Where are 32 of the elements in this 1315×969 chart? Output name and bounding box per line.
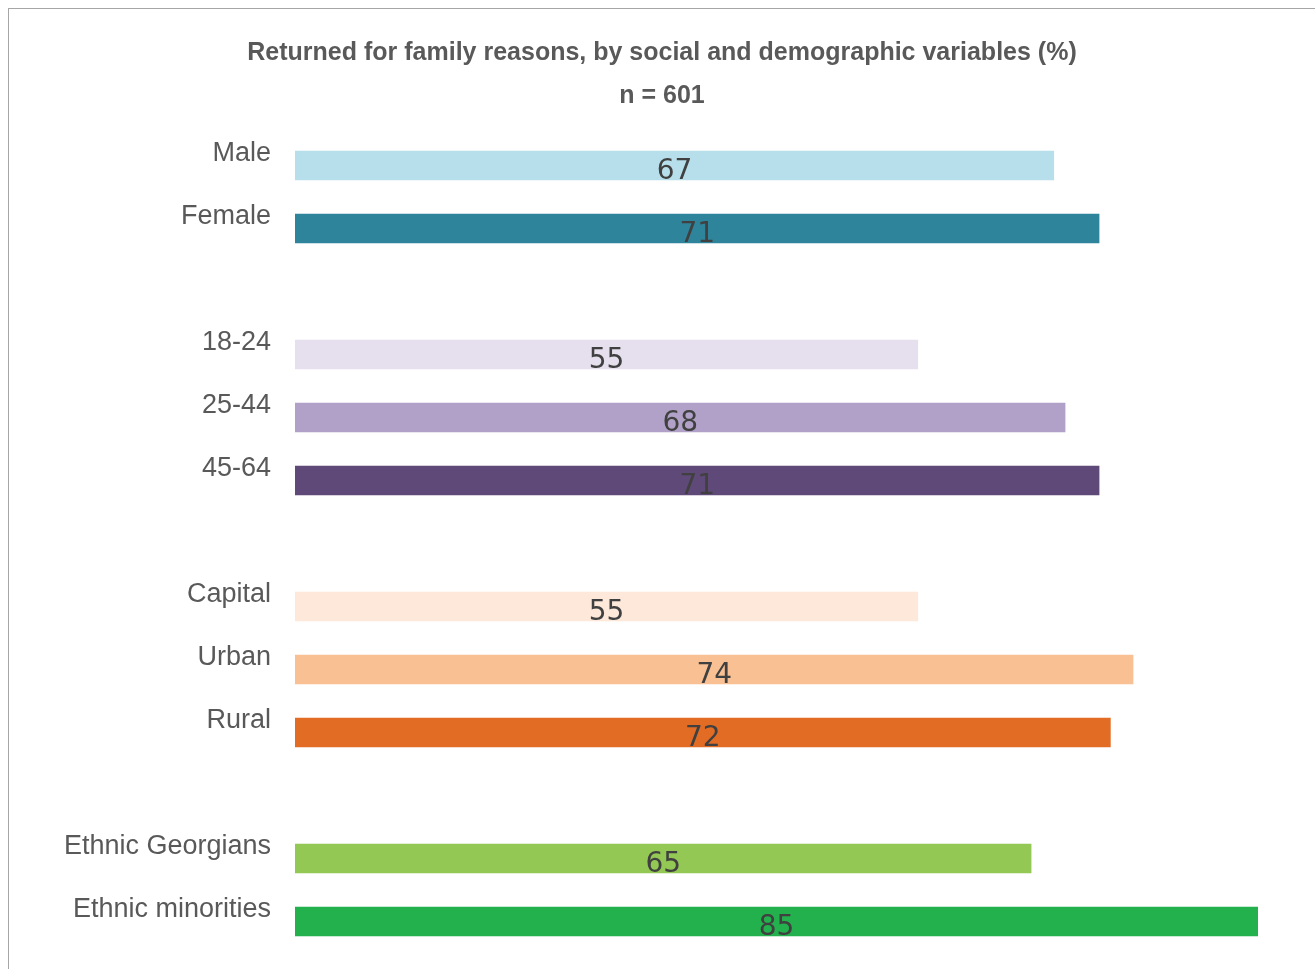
- bar: [295, 150, 1055, 181]
- y-tick-label: Rural: [206, 704, 271, 734]
- data-label: 72: [685, 720, 721, 753]
- data-label: 68: [662, 405, 699, 438]
- data-label: 55: [588, 342, 625, 375]
- data-label: 74: [696, 657, 733, 690]
- y-tick-label: 18-24: [201, 326, 271, 356]
- bar: [295, 213, 1100, 244]
- bar: [295, 654, 1134, 685]
- y-tick-label: Capital: [186, 578, 271, 608]
- bar: [295, 906, 1258, 937]
- bar: [295, 339, 919, 370]
- bar: [295, 843, 1032, 874]
- data-label: 67: [656, 153, 693, 186]
- data-label: 85: [758, 909, 795, 942]
- data-label: 65: [645, 846, 682, 879]
- y-tick-label: 45-64: [201, 452, 271, 482]
- chart-subtitle: n = 601: [619, 79, 705, 108]
- bar: [295, 717, 1111, 748]
- data-label: 71: [679, 468, 716, 501]
- chart-title: Returned for family reasons, by social and demographic variables (%): [247, 36, 1077, 65]
- bar: [295, 591, 919, 622]
- y-tick-label: Male: [212, 137, 271, 167]
- y-tick-label: Ethnic minorities: [72, 893, 271, 923]
- bar: [295, 402, 1066, 433]
- y-tick-label: Urban: [197, 641, 271, 671]
- bar: [295, 465, 1100, 496]
- y-tick-label: 25-44: [201, 389, 271, 419]
- y-tick-label: Female: [180, 200, 271, 230]
- data-label: 55: [588, 594, 625, 627]
- y-tick-label: Ethnic Georgians: [63, 830, 271, 860]
- data-label: 71: [679, 216, 716, 249]
